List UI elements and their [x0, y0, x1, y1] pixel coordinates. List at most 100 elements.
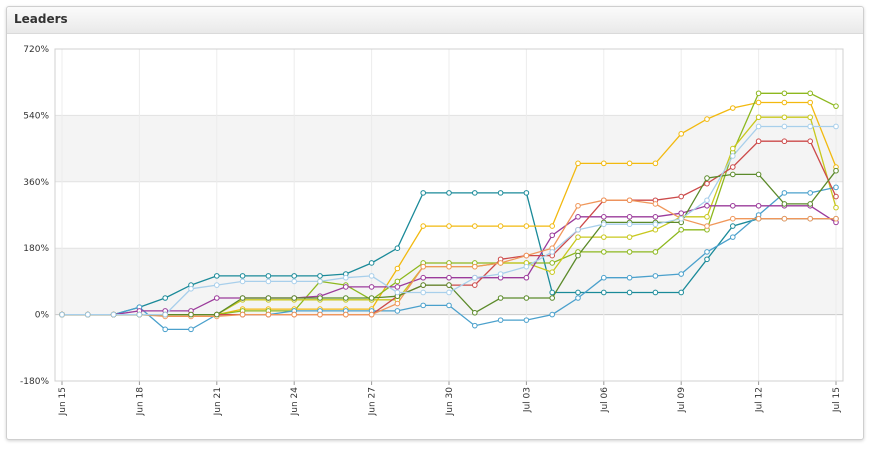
data-point — [678, 226, 685, 233]
data-point — [317, 295, 323, 301]
data-point — [523, 295, 530, 301]
x-tick-label: Jun 21 — [213, 387, 223, 416]
data-point — [394, 289, 401, 296]
data-point — [239, 311, 246, 318]
data-point — [755, 114, 762, 121]
data-point — [704, 180, 710, 187]
data-point — [652, 273, 659, 279]
data-point — [730, 105, 736, 111]
data-point — [601, 197, 607, 204]
data-point — [497, 190, 504, 196]
data-point — [523, 274, 530, 281]
data-point — [472, 322, 478, 329]
data-point — [755, 99, 762, 106]
data-point — [807, 190, 814, 196]
data-point — [833, 123, 839, 130]
data-point — [472, 190, 478, 196]
x-tick-label: Jun 27 — [368, 387, 378, 416]
data-point — [678, 289, 685, 296]
grid-lines — [55, 48, 843, 382]
data-point — [678, 215, 685, 222]
data-point — [575, 214, 581, 220]
data-point — [59, 311, 65, 318]
data-point — [291, 278, 298, 285]
data-point — [472, 274, 478, 281]
data-point — [394, 284, 401, 290]
data-point — [291, 311, 298, 318]
data-point — [368, 260, 375, 266]
data-point — [549, 289, 556, 296]
data-point — [626, 234, 633, 240]
data-point — [575, 295, 581, 301]
data-point — [343, 274, 349, 281]
data-point — [601, 274, 607, 281]
data-point — [162, 326, 168, 333]
data-point — [626, 274, 633, 281]
data-point — [368, 284, 375, 290]
data-point — [730, 164, 736, 170]
data-point — [420, 263, 427, 270]
data-point — [368, 273, 375, 279]
data-point — [833, 204, 839, 211]
data-point — [807, 201, 814, 207]
data-point — [730, 234, 736, 240]
data-point — [162, 295, 168, 301]
data-point — [214, 295, 220, 301]
data-point — [214, 273, 220, 279]
data-point — [472, 263, 478, 270]
data-point — [704, 202, 710, 209]
data-point — [781, 99, 788, 106]
data-point — [652, 201, 659, 207]
data-point — [575, 252, 581, 259]
data-point — [239, 278, 246, 285]
leaders-panel: Leaders — [6, 6, 864, 440]
data-point — [420, 282, 427, 288]
data-point — [755, 138, 762, 145]
data-point — [730, 223, 736, 229]
data-point — [188, 326, 194, 333]
data-point — [446, 289, 452, 296]
data-point — [807, 138, 814, 145]
data-point — [704, 197, 710, 204]
x-tick-label: Jun 30 — [445, 387, 455, 417]
data-point — [523, 190, 530, 196]
panel-header: Leaders — [7, 7, 863, 34]
data-point — [833, 193, 839, 200]
data-point — [755, 171, 762, 178]
data-point — [755, 202, 762, 209]
data-point — [755, 123, 762, 130]
data-point — [807, 114, 814, 121]
data-point — [575, 289, 581, 296]
data-point — [549, 269, 556, 275]
data-point — [523, 223, 530, 229]
data-point — [833, 184, 839, 191]
data-point — [368, 311, 375, 318]
data-point — [704, 249, 710, 255]
data-point — [704, 214, 710, 220]
data-point — [781, 215, 788, 222]
data-point — [730, 202, 736, 209]
data-point — [343, 295, 349, 301]
x-tick-label: Jun 18 — [135, 387, 145, 417]
data-point — [652, 249, 659, 255]
plot-frame — [54, 48, 844, 382]
data-point — [523, 263, 530, 270]
data-point — [317, 273, 323, 279]
data-point — [652, 289, 659, 296]
y-tick-label: 540% — [23, 111, 49, 121]
data-point — [549, 232, 556, 239]
x-tick-label: Jun 15 — [58, 387, 68, 416]
y-tick-label: -180% — [20, 377, 49, 387]
data-point — [420, 302, 427, 309]
data-point — [704, 256, 710, 263]
data-point — [446, 302, 452, 309]
data-point — [497, 223, 504, 229]
data-point — [549, 223, 556, 229]
data-point — [420, 274, 427, 281]
data-point — [781, 190, 788, 196]
data-point — [239, 273, 246, 279]
data-point — [497, 260, 504, 266]
data-point — [214, 311, 220, 318]
data-point — [394, 245, 401, 251]
data-point — [497, 295, 504, 301]
